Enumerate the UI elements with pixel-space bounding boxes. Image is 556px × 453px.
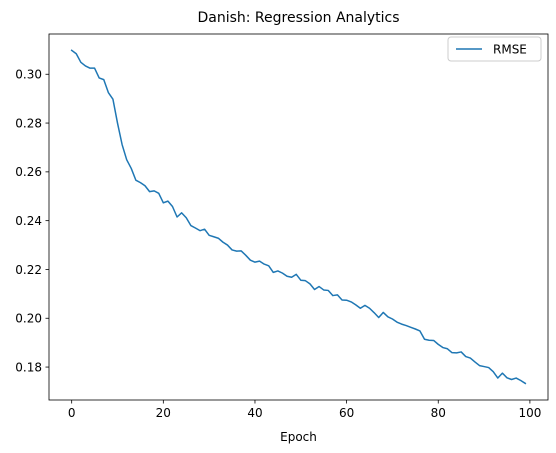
chart-title: Danish: Regression Analytics (197, 10, 399, 26)
y-tick-label: 0.26 (15, 165, 42, 179)
legend-box (447, 36, 542, 62)
x-tick-label: 40 (247, 406, 262, 420)
axes-frame (48, 33, 549, 401)
y-tick-label: 0.24 (15, 214, 42, 228)
x-tick-label: 100 (518, 406, 541, 420)
y-tick-label: 0.20 (15, 312, 42, 326)
y-tick-label: 0.28 (15, 116, 42, 130)
x-axis-label: Epoch (280, 430, 317, 444)
legend-label-rmse: RMSE (493, 42, 527, 56)
y-tick-label: 0.22 (15, 263, 42, 277)
series-line-rmse (70, 49, 527, 385)
plot-area: 0 20 40 60 80 100 0.18 0.20 0.22 0.24 0.26 0.28 0.30… (15, 33, 549, 420)
x-tick-label: 20 (156, 406, 171, 420)
x-tick-label: 0 (68, 406, 76, 420)
y-tick-label: 0.18 (15, 360, 42, 374)
y-tick-label: 0.30 (15, 68, 42, 82)
x-tick-label: 60 (339, 406, 354, 420)
x-tick-label: 80 (431, 406, 446, 420)
